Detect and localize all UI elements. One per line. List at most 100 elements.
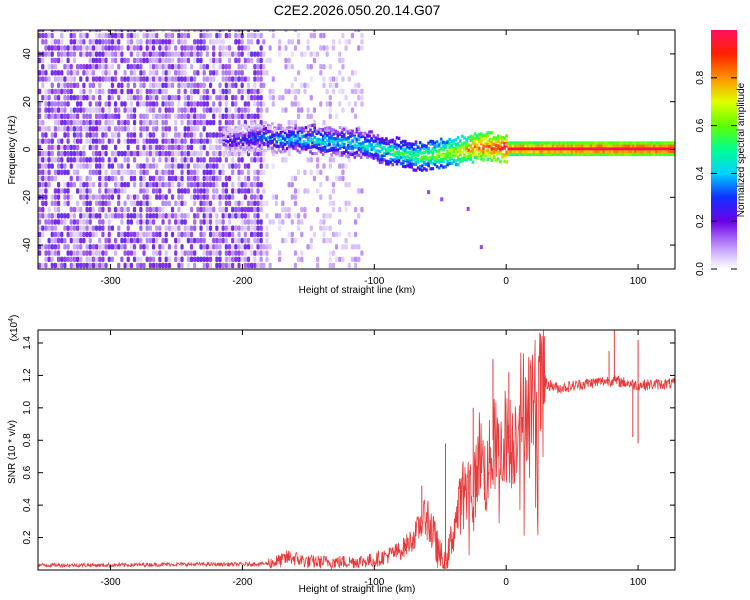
noise-cell	[110, 163, 114, 169]
noise-cell	[278, 256, 282, 262]
noise-cell	[353, 256, 358, 262]
noise-cell	[132, 256, 137, 262]
noise-cell	[139, 200, 143, 207]
noise-cell	[148, 144, 152, 151]
tone-cell	[328, 131, 331, 135]
noise-cell	[126, 163, 130, 169]
tone-cell	[431, 167, 435, 171]
tone-cell	[469, 138, 473, 143]
noise-cell	[98, 250, 102, 256]
tone-cell	[277, 133, 281, 137]
tone-cell	[429, 167, 433, 171]
noise-cell	[139, 188, 143, 194]
noise-cell	[91, 119, 96, 126]
noise-cell	[234, 32, 238, 39]
noise-cell	[41, 169, 45, 175]
noise-cell	[240, 107, 244, 113]
noise-cell	[170, 30, 175, 33]
tone-cell	[416, 157, 420, 162]
noise-cell	[117, 182, 121, 188]
noise-cell	[218, 150, 222, 157]
noise-cell	[199, 119, 203, 126]
noise-cell	[328, 200, 332, 207]
noise-cell	[256, 225, 260, 231]
x-axis-label: Height of straight line (km)	[299, 285, 416, 296]
noise-cell	[91, 225, 96, 231]
noise-cell	[212, 30, 216, 33]
spectrogram-cells	[38, 30, 675, 269]
noise-cell	[205, 150, 209, 157]
tone-cell	[667, 149, 671, 154]
noise-cell	[196, 150, 200, 157]
noise-cell	[101, 132, 105, 138]
tone-cell	[380, 140, 384, 144]
tone-cell	[315, 152, 319, 156]
tone-cell	[402, 139, 405, 144]
noise-cell	[186, 51, 190, 57]
noise-cell	[196, 188, 200, 194]
noise-cell	[246, 175, 251, 182]
noise-cell	[161, 206, 165, 213]
tone-cell	[553, 141, 557, 145]
noise-cell	[123, 101, 127, 107]
noise-cell	[325, 175, 329, 182]
figure-title: C2E2.2026.050.20.14.G07	[274, 2, 441, 18]
tone-cell	[275, 140, 278, 144]
noise-cell	[101, 225, 105, 231]
noise-cell	[82, 219, 86, 225]
tone-cell	[328, 126, 331, 130]
tone-cell	[528, 149, 532, 154]
noise-cell	[259, 200, 263, 207]
noise-cell	[186, 163, 190, 169]
noise-cell	[205, 163, 209, 169]
tone-cell	[534, 152, 538, 157]
noise-cell	[113, 113, 118, 120]
noise-cell	[60, 101, 64, 107]
noise-cell	[180, 51, 184, 57]
noise-cell	[79, 219, 83, 225]
noise-cell	[82, 237, 86, 244]
tone-cell	[241, 147, 245, 151]
noise-cell	[177, 194, 181, 200]
tone-cell	[279, 144, 283, 148]
noise-cell	[82, 126, 86, 132]
noise-cell	[38, 169, 42, 175]
noise-cell	[177, 213, 181, 219]
noise-cell	[167, 82, 171, 88]
noise-cell	[120, 101, 124, 107]
noise-cell	[300, 231, 304, 238]
tone-cell	[429, 142, 433, 146]
tone-cell	[454, 162, 458, 167]
noise-cell	[353, 231, 358, 238]
tone-cell	[332, 150, 335, 154]
tone-cell	[589, 147, 593, 151]
plot-frame	[37, 329, 676, 571]
noise-cell	[237, 188, 241, 194]
noise-cell	[180, 39, 184, 45]
noise-cell	[227, 82, 232, 88]
noise-cell	[164, 157, 168, 163]
tone-cell	[345, 129, 348, 134]
tone-cell	[640, 152, 644, 157]
noise-cell	[177, 206, 181, 213]
tone-cell	[450, 144, 454, 148]
tone-cell	[537, 152, 540, 157]
noise-cell	[126, 126, 130, 132]
noise-cell	[98, 57, 102, 64]
noise-cell	[164, 119, 168, 126]
tone-cell	[250, 144, 253, 148]
noise-cell	[85, 213, 89, 219]
noise-cell	[60, 51, 64, 57]
noise-cell	[158, 169, 162, 175]
tone-cell	[632, 152, 635, 157]
tone-cell	[585, 141, 589, 145]
tone-cell	[328, 148, 331, 152]
tone-cell	[427, 190, 431, 195]
noise-cell	[136, 76, 140, 82]
noise-cell	[63, 213, 67, 219]
noise-cell	[94, 51, 99, 57]
tone-cell	[340, 143, 344, 147]
noise-cell	[75, 132, 80, 138]
tone-cell	[256, 144, 259, 149]
noise-cell	[44, 244, 48, 250]
